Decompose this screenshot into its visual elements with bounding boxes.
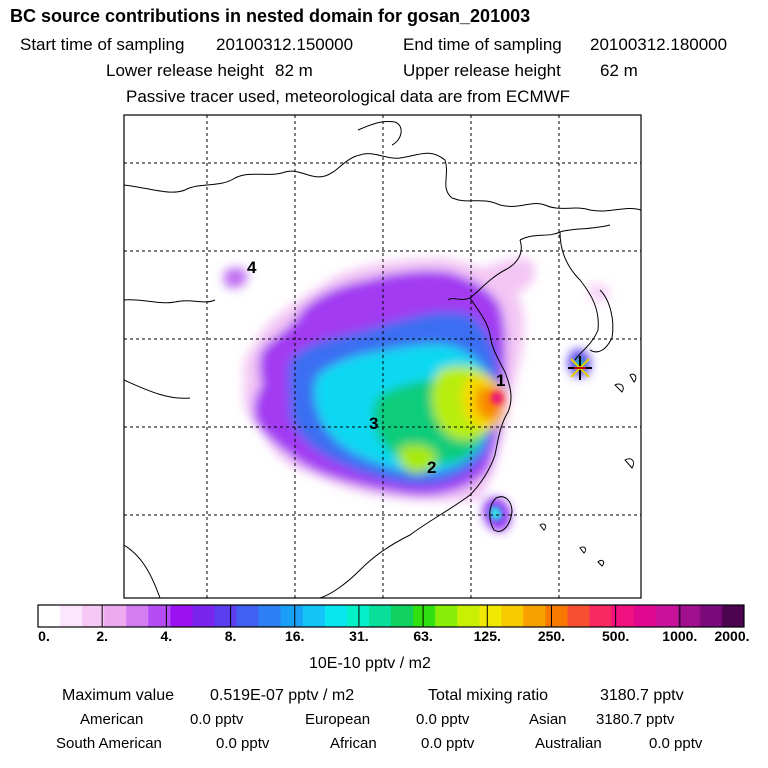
colorbar-swatch xyxy=(699,605,723,627)
colorbar-swatch xyxy=(302,605,326,627)
colorbar-tick-label: 125. xyxy=(473,628,501,644)
start-time-label: Start time of sampling xyxy=(20,35,185,54)
colorbar-swatch xyxy=(148,605,171,627)
graticule xyxy=(124,115,641,598)
colorbar-swatch xyxy=(567,605,591,627)
end-time-label: End time of sampling xyxy=(403,35,562,54)
colorbar-tick-label: 500. xyxy=(602,628,630,644)
max-value: 0.519E-07 pptv / m2 xyxy=(210,687,355,704)
colorbar-swatch xyxy=(82,605,105,627)
colorbar-swatch xyxy=(479,605,502,627)
colorbar-swatch xyxy=(236,605,260,627)
upper-release-value: 62 m xyxy=(600,61,638,80)
african-value: 0.0 pptv xyxy=(421,735,475,752)
colorbar-swatch xyxy=(38,605,61,627)
colorbar-tick-label: 1000. xyxy=(662,628,698,644)
source-label-3: 3 xyxy=(369,414,379,433)
colorbar-swatch xyxy=(346,605,370,627)
colorbar-frame xyxy=(37,604,745,628)
colorbar-swatch xyxy=(104,605,127,627)
source-label-2: 2 xyxy=(427,458,437,477)
total-mixing-label: Total mixing ratio xyxy=(428,687,549,704)
colorbar-swatch xyxy=(457,605,480,627)
lower-release-value: 82 m xyxy=(275,61,313,80)
source-label-4: 4 xyxy=(247,258,257,277)
concentration-field xyxy=(224,258,610,532)
asian-value: 3180.7 pptv xyxy=(596,711,675,728)
colorbar-swatch xyxy=(523,605,546,627)
colorbar-swatch xyxy=(611,605,635,627)
colorbar-swatch xyxy=(721,605,745,627)
australian-label: Australian xyxy=(535,735,602,752)
colorbar-tick-label: 16. xyxy=(284,628,305,644)
colorbar-swatch xyxy=(324,605,348,627)
colorbar-swatch xyxy=(589,605,613,627)
coastlines xyxy=(124,121,641,598)
african-label: African xyxy=(330,735,377,752)
colorbar-tick-label: 8. xyxy=(224,628,237,644)
colorbar-tick-label: 4. xyxy=(160,628,173,644)
lower-release-label: Lower release height xyxy=(106,61,264,80)
colorbar-swatch xyxy=(214,605,238,627)
receptor-star-marker xyxy=(568,356,592,380)
plot-title: BC source contributions in nested domain… xyxy=(10,6,531,26)
european-label: European xyxy=(305,711,371,728)
map-frame xyxy=(123,114,642,599)
asian-label: Asian xyxy=(529,711,567,728)
total-mixing-value: 3180.7 pptv xyxy=(600,687,684,704)
colorbar-swatch xyxy=(413,605,436,627)
colorbar-swatch xyxy=(280,605,304,627)
colorbar-tick-label: 2. xyxy=(96,628,109,644)
south-american-label: South American xyxy=(56,735,162,752)
south-american-value: 0.0 pptv xyxy=(216,735,270,752)
start-time-value: 20100312.150000 xyxy=(216,35,354,54)
colorbar-swatch xyxy=(368,605,392,627)
colorbar-swatch xyxy=(655,605,679,627)
hotspot-core xyxy=(490,358,584,521)
colorbar-swatch xyxy=(391,605,414,627)
colorbar-swatch xyxy=(435,605,458,627)
american-label: American xyxy=(80,711,144,728)
european-value: 0.0 pptv xyxy=(416,711,470,728)
colorbar-unit: 10E-10 pptv / m2 xyxy=(309,655,431,672)
colorbar-swatch xyxy=(60,605,83,627)
colorbar-tick-label: 31. xyxy=(349,628,369,644)
max-value-label: Maximum value xyxy=(62,687,175,704)
colorbar-tick-label: 0. xyxy=(38,628,50,644)
colorbar-swatch xyxy=(677,605,701,627)
map-plot-area xyxy=(124,115,641,598)
colorbar-swatch xyxy=(126,605,149,627)
colorbar-swatch xyxy=(501,605,524,627)
end-time-value: 20100312.180000 xyxy=(590,35,728,54)
american-value: 0.0 pptv xyxy=(190,711,244,728)
colorbar-swatch xyxy=(633,605,657,627)
colorbar xyxy=(37,604,745,628)
colorbar-swatch xyxy=(170,605,193,627)
colorbar-swatch xyxy=(258,605,282,627)
colorbar-tick-label: 2000. xyxy=(714,628,750,644)
colorbar-tick-label: 63. xyxy=(413,628,433,644)
source-label-1: 1 xyxy=(496,371,506,390)
colorbar-tick-label: 250. xyxy=(537,628,566,644)
colorbar-swatch xyxy=(192,605,215,627)
australian-value: 0.0 pptv xyxy=(649,735,703,752)
tracer-note: Passive tracer used, meteorological data… xyxy=(126,87,571,106)
colorbar-swatch xyxy=(545,605,568,627)
upper-release-label: Upper release height xyxy=(403,61,561,80)
